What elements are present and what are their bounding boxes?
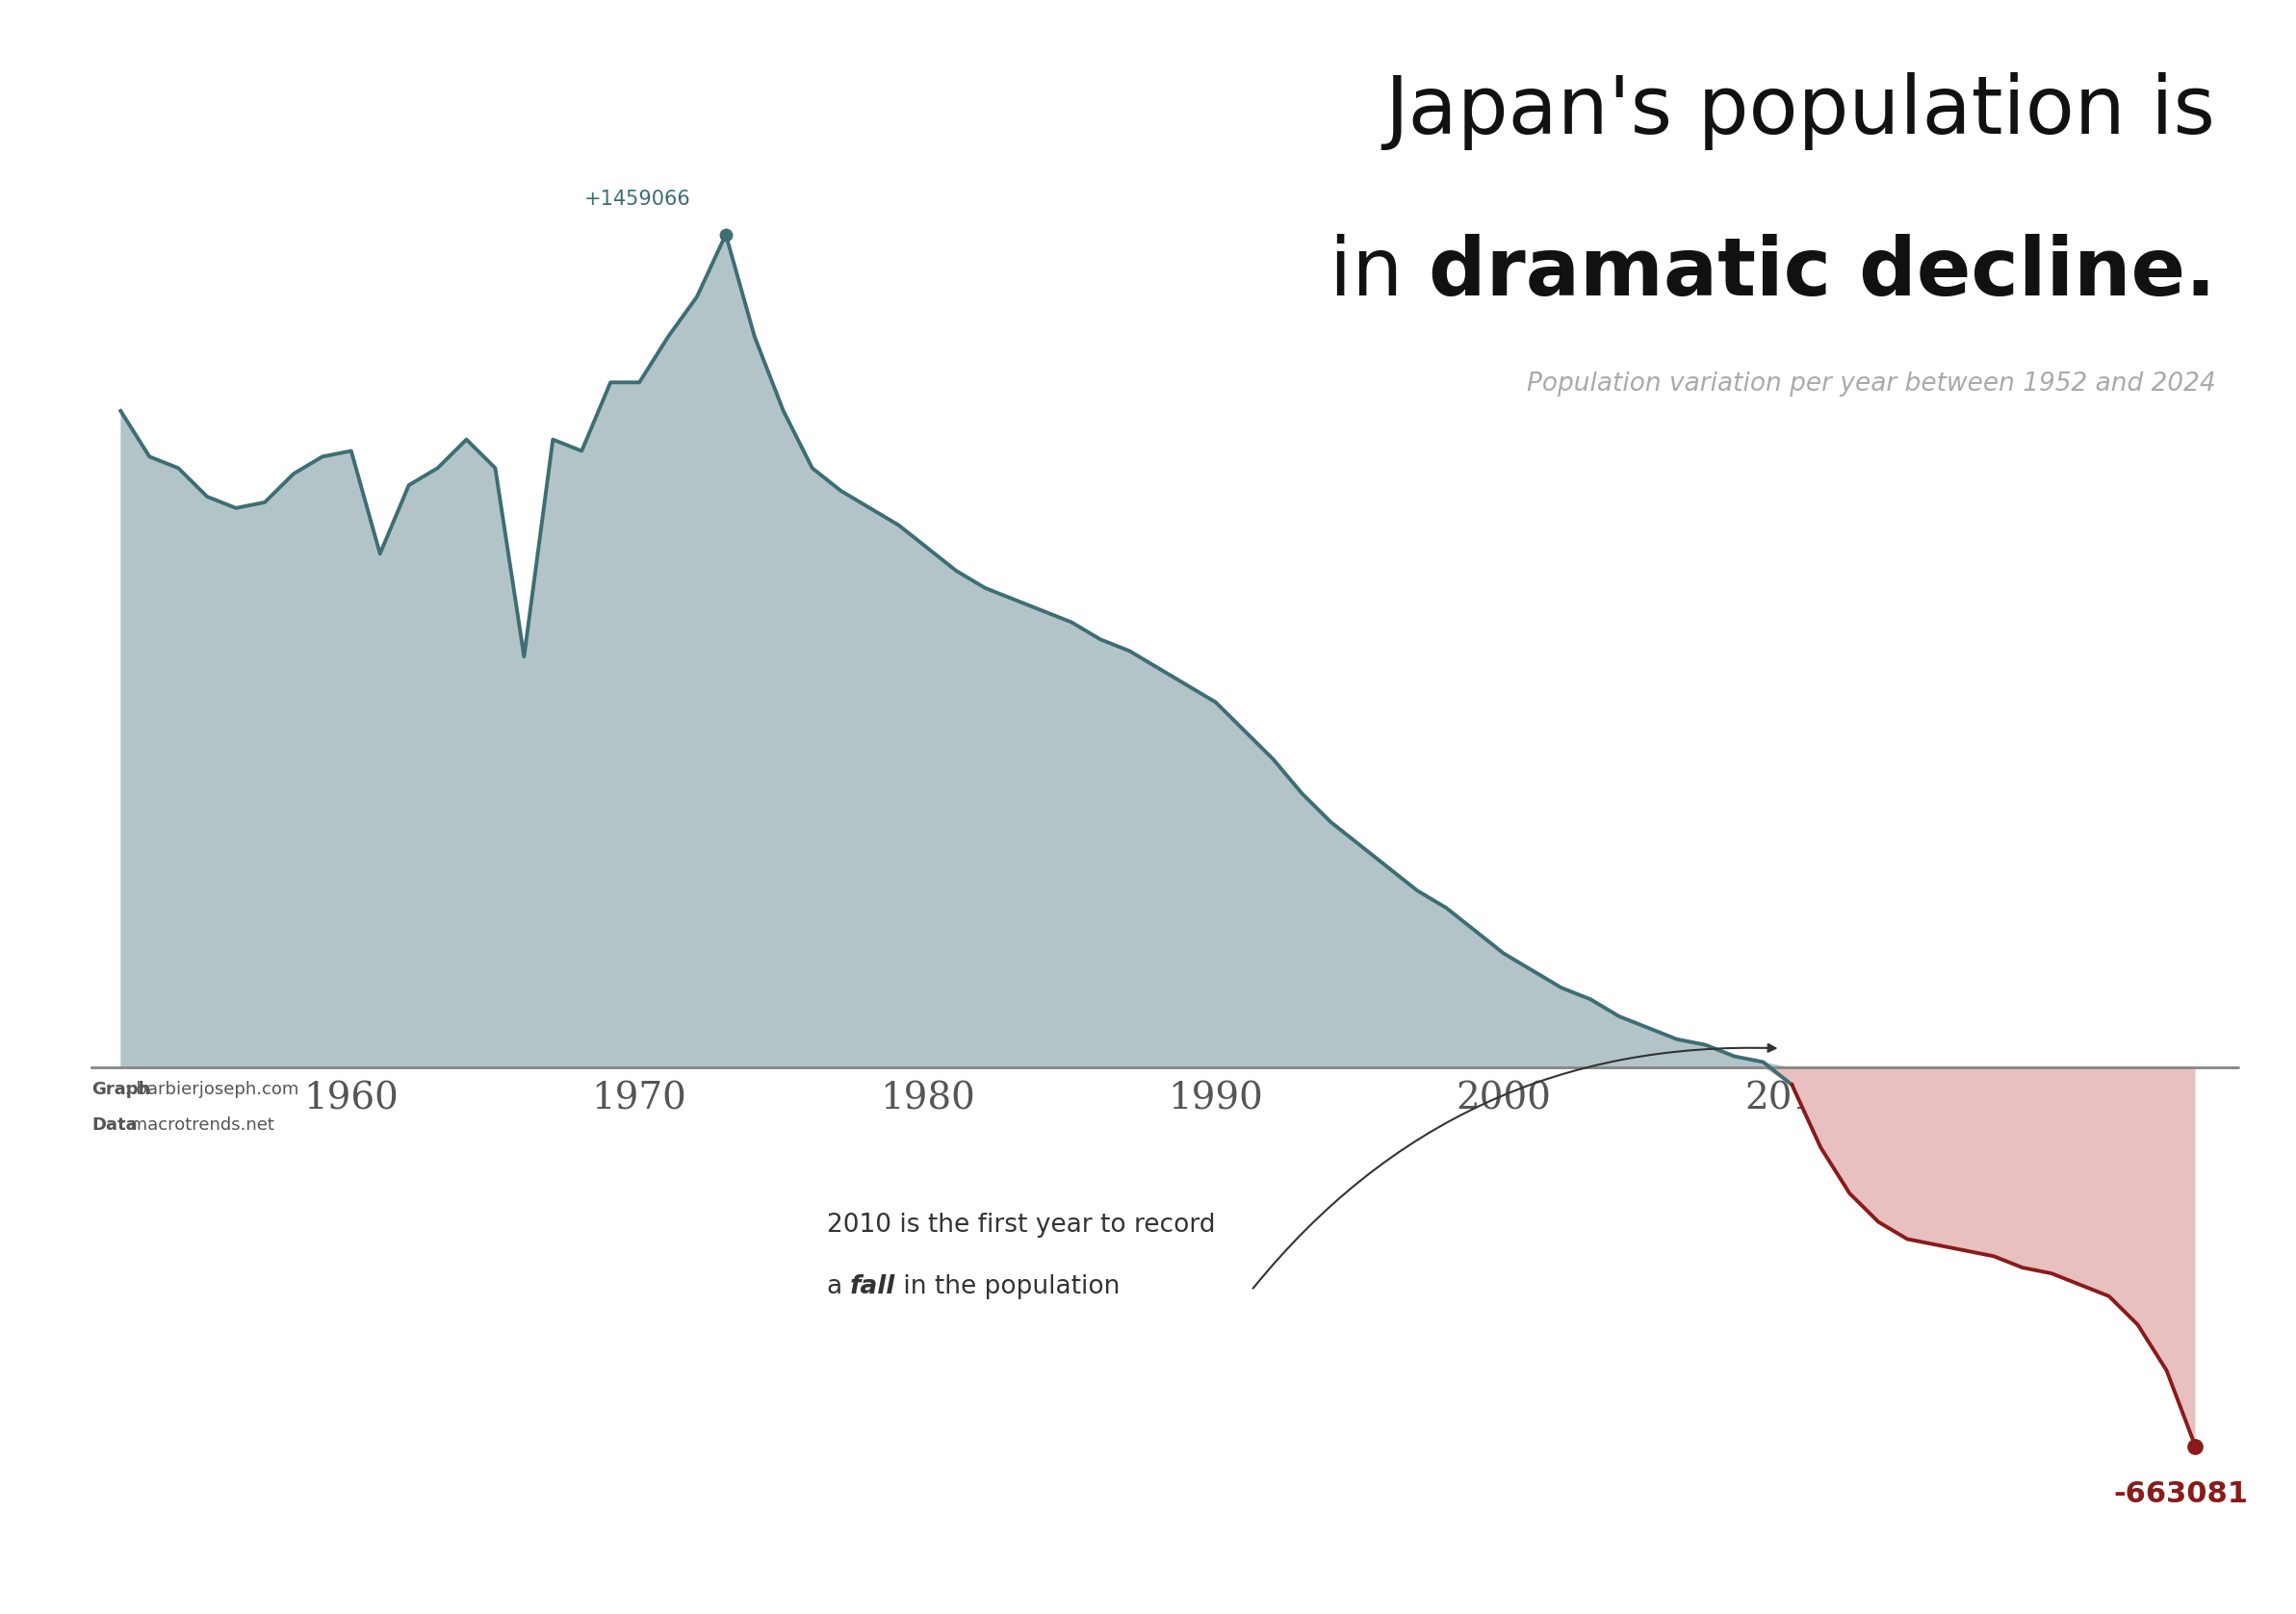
Text: -663081: -663081 bbox=[2115, 1480, 2248, 1509]
Text: a: a bbox=[827, 1275, 850, 1299]
Text: Graph: Graph bbox=[92, 1081, 152, 1098]
Text: fall: fall bbox=[850, 1275, 895, 1299]
Text: in the population: in the population bbox=[895, 1275, 1120, 1299]
Text: in: in bbox=[1329, 234, 1428, 312]
Text: dramatic decline.: dramatic decline. bbox=[1428, 234, 2216, 312]
Text: : barbierjoseph.com: : barbierjoseph.com bbox=[92, 1081, 298, 1098]
Text: Population variation per year between 1952 and 2024: Population variation per year between 19… bbox=[1527, 371, 2216, 397]
Text: +1459066: +1459066 bbox=[585, 189, 691, 208]
Text: : macrotrends.net: : macrotrends.net bbox=[92, 1117, 276, 1133]
Text: 2010 is the first year to record: 2010 is the first year to record bbox=[827, 1214, 1215, 1238]
Text: Japan's population is: Japan's population is bbox=[1384, 73, 2216, 150]
Text: Data: Data bbox=[92, 1117, 138, 1133]
